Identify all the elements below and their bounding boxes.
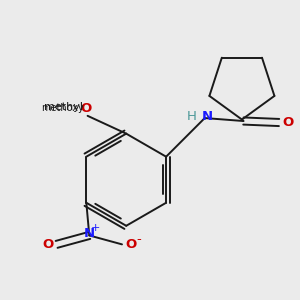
Text: methoxy: methoxy bbox=[41, 103, 84, 113]
Text: N: N bbox=[84, 227, 95, 241]
Text: O: O bbox=[282, 116, 294, 129]
Text: O: O bbox=[42, 238, 53, 251]
Text: +: + bbox=[91, 223, 100, 233]
Text: -: - bbox=[136, 233, 141, 246]
Text: O: O bbox=[125, 238, 136, 251]
Text: N: N bbox=[202, 110, 213, 123]
Text: O: O bbox=[80, 102, 92, 115]
Text: H: H bbox=[186, 110, 196, 123]
Text: methyl: methyl bbox=[44, 102, 83, 112]
